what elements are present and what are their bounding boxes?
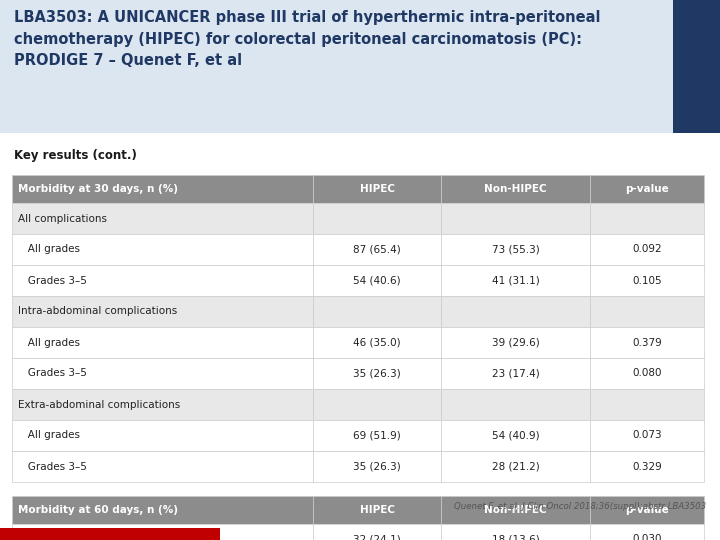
FancyBboxPatch shape (12, 327, 313, 358)
FancyBboxPatch shape (590, 296, 704, 327)
Text: Grades 3–5: Grades 3–5 (18, 275, 87, 286)
Text: Quenet F, et al. J Clin Oncol 2018;36(suppl):abstr LBA3503: Quenet F, et al. J Clin Oncol 2018;36(su… (454, 502, 706, 511)
FancyBboxPatch shape (590, 265, 704, 296)
FancyBboxPatch shape (12, 358, 313, 389)
FancyBboxPatch shape (313, 524, 441, 540)
FancyBboxPatch shape (0, 528, 220, 540)
Text: 35 (26.3): 35 (26.3) (353, 462, 401, 471)
Text: Intra-abdominal complications: Intra-abdominal complications (18, 307, 177, 316)
FancyBboxPatch shape (441, 420, 590, 451)
FancyBboxPatch shape (590, 234, 704, 265)
Text: 35 (26.3): 35 (26.3) (353, 368, 401, 379)
Text: 28 (21.2): 28 (21.2) (492, 462, 539, 471)
Text: 39 (29.6): 39 (29.6) (492, 338, 539, 348)
Text: 69 (51.9): 69 (51.9) (353, 430, 401, 441)
FancyBboxPatch shape (12, 451, 313, 482)
Text: All grades: All grades (18, 338, 80, 348)
Text: 73 (55.3): 73 (55.3) (492, 245, 539, 254)
Text: 23 (17.4): 23 (17.4) (492, 368, 539, 379)
Text: 41 (31.1): 41 (31.1) (492, 275, 539, 286)
FancyBboxPatch shape (441, 451, 590, 482)
Text: 0.329: 0.329 (632, 462, 662, 471)
FancyBboxPatch shape (441, 296, 590, 327)
FancyBboxPatch shape (441, 524, 590, 540)
Text: All grades: All grades (18, 430, 80, 441)
Text: All complications: All complications (18, 213, 107, 224)
FancyBboxPatch shape (590, 451, 704, 482)
FancyBboxPatch shape (12, 389, 313, 420)
FancyBboxPatch shape (590, 389, 704, 420)
FancyBboxPatch shape (313, 296, 441, 327)
Text: 0.092: 0.092 (632, 245, 662, 254)
Text: Non-HIPEC: Non-HIPEC (484, 184, 546, 194)
Text: Grades 3–5: Grades 3–5 (18, 462, 87, 471)
FancyBboxPatch shape (441, 496, 590, 524)
Text: Morbidity at 60 days, n (%): Morbidity at 60 days, n (%) (18, 505, 178, 515)
FancyBboxPatch shape (12, 496, 313, 524)
Text: 54 (40.6): 54 (40.6) (354, 275, 401, 286)
FancyBboxPatch shape (313, 175, 441, 203)
FancyBboxPatch shape (590, 175, 704, 203)
FancyBboxPatch shape (12, 296, 313, 327)
Text: 32 (24.1): 32 (24.1) (353, 535, 401, 540)
FancyBboxPatch shape (673, 0, 720, 133)
FancyBboxPatch shape (12, 524, 313, 540)
FancyBboxPatch shape (12, 420, 313, 451)
Text: Extra-abdominal complications: Extra-abdominal complications (18, 400, 180, 409)
FancyBboxPatch shape (590, 524, 704, 540)
FancyBboxPatch shape (12, 175, 313, 203)
FancyBboxPatch shape (0, 0, 673, 133)
FancyBboxPatch shape (12, 234, 313, 265)
FancyBboxPatch shape (590, 358, 704, 389)
Text: HIPEC: HIPEC (359, 184, 395, 194)
Text: 46 (35.0): 46 (35.0) (354, 338, 401, 348)
FancyBboxPatch shape (441, 265, 590, 296)
Text: 0.030: 0.030 (632, 535, 662, 540)
FancyBboxPatch shape (590, 203, 704, 234)
Text: All complications, grades 3–5: All complications, grades 3–5 (18, 535, 171, 540)
FancyBboxPatch shape (313, 234, 441, 265)
Text: 0.080: 0.080 (632, 368, 662, 379)
FancyBboxPatch shape (313, 358, 441, 389)
FancyBboxPatch shape (313, 420, 441, 451)
Text: 0.105: 0.105 (632, 275, 662, 286)
Text: p-value: p-value (625, 184, 669, 194)
FancyBboxPatch shape (441, 389, 590, 420)
FancyBboxPatch shape (590, 420, 704, 451)
FancyBboxPatch shape (590, 496, 704, 524)
FancyBboxPatch shape (441, 327, 590, 358)
Text: 0.073: 0.073 (632, 430, 662, 441)
Text: 54 (40.9): 54 (40.9) (492, 430, 539, 441)
FancyBboxPatch shape (590, 327, 704, 358)
FancyBboxPatch shape (441, 234, 590, 265)
FancyBboxPatch shape (313, 203, 441, 234)
Text: Non-HIPEC: Non-HIPEC (484, 505, 546, 515)
Text: Key results (cont.): Key results (cont.) (14, 149, 137, 162)
FancyBboxPatch shape (441, 203, 590, 234)
FancyBboxPatch shape (313, 265, 441, 296)
Text: 18 (13.6): 18 (13.6) (492, 535, 539, 540)
FancyBboxPatch shape (313, 389, 441, 420)
Text: All grades: All grades (18, 245, 80, 254)
Text: 87 (65.4): 87 (65.4) (353, 245, 401, 254)
Text: Morbidity at 30 days, n (%): Morbidity at 30 days, n (%) (18, 184, 178, 194)
FancyBboxPatch shape (441, 175, 590, 203)
Text: HIPEC: HIPEC (359, 505, 395, 515)
FancyBboxPatch shape (313, 451, 441, 482)
FancyBboxPatch shape (441, 358, 590, 389)
FancyBboxPatch shape (12, 265, 313, 296)
FancyBboxPatch shape (313, 496, 441, 524)
Text: p-value: p-value (625, 505, 669, 515)
Text: Grades 3–5: Grades 3–5 (18, 368, 87, 379)
FancyBboxPatch shape (313, 327, 441, 358)
Text: LBA3503: A UNICANCER phase III trial of hyperthermic intra-peritoneal
chemothera: LBA3503: A UNICANCER phase III trial of … (14, 10, 600, 68)
Text: 0.379: 0.379 (632, 338, 662, 348)
FancyBboxPatch shape (12, 203, 313, 234)
